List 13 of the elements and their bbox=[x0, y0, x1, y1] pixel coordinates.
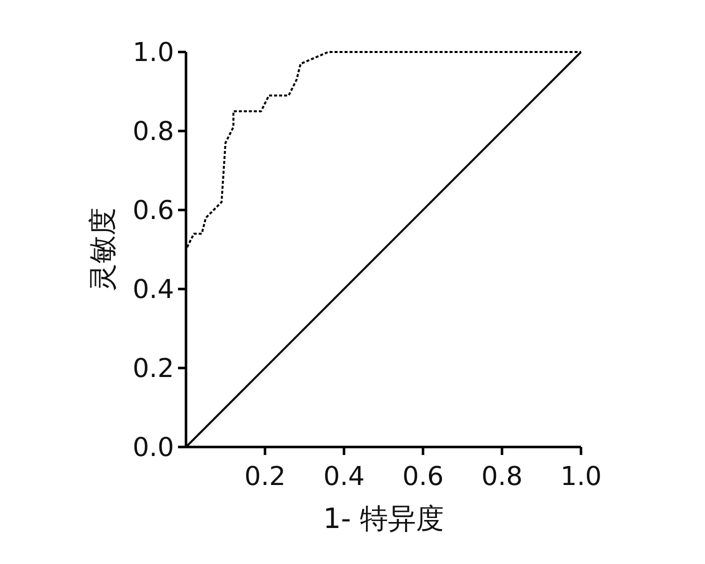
y-tick-label: 0.6 bbox=[132, 196, 174, 226]
y-tick-label: 0.8 bbox=[132, 117, 174, 147]
text: 1.0 bbox=[132, 38, 174, 68]
y-tick-label: 0.4 bbox=[132, 275, 174, 305]
x-tick-label: 0.8 bbox=[481, 462, 523, 492]
text: 0.0 bbox=[132, 433, 174, 463]
y-tick-label: 0.2 bbox=[132, 354, 174, 384]
text: 1.0 bbox=[560, 462, 602, 492]
x-tick-label: 0.4 bbox=[323, 462, 365, 492]
x-tick-label: 0.2 bbox=[244, 462, 286, 492]
y-axis-title: 灵敏度 bbox=[86, 208, 119, 292]
x-axis-title: 1- 特异度 bbox=[323, 502, 444, 535]
x-tick-label: 0.6 bbox=[402, 462, 444, 492]
